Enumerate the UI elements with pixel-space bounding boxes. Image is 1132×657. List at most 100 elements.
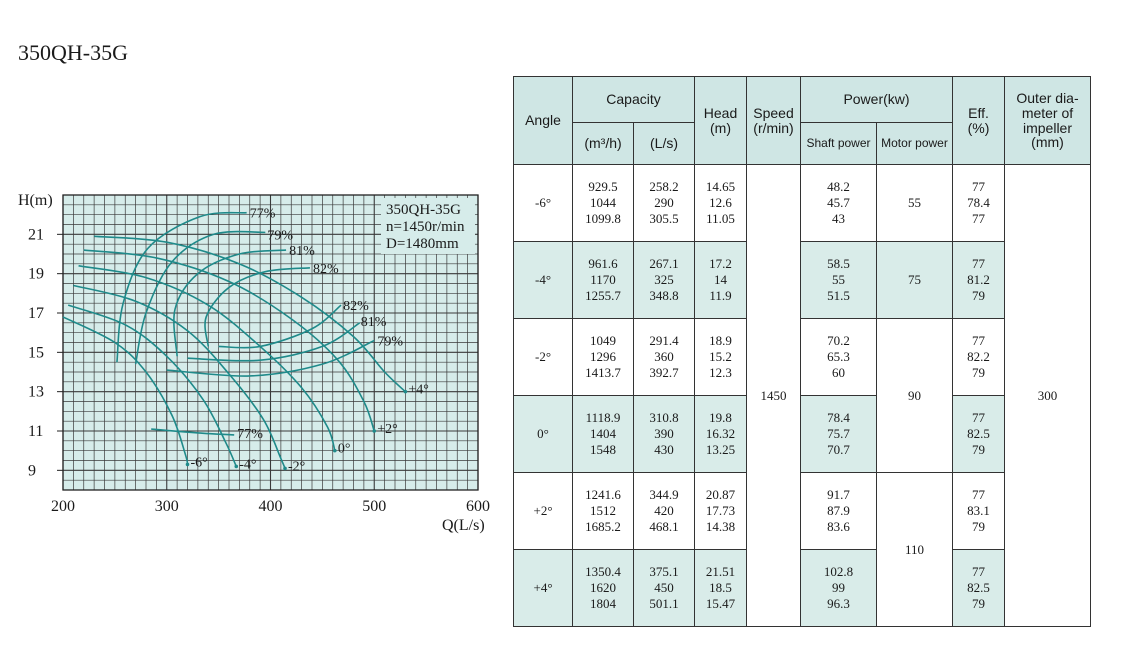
cap-m3h-line: 929.5 xyxy=(588,179,618,194)
cap-ls-line: 501.1 xyxy=(649,596,679,611)
head-curve-end xyxy=(234,464,239,469)
cell-head: 17.2 14 11.9 xyxy=(694,241,747,319)
cell-head: 21.51 18.5 15.47 xyxy=(694,549,747,627)
cap-m3h-line: 1548 xyxy=(590,442,616,457)
cap-m3h-line: 1620 xyxy=(590,580,616,595)
cell-motor-power: 110 xyxy=(876,472,953,627)
cell-angle: 0° xyxy=(513,395,573,473)
cap-ls-line: 325 xyxy=(654,272,674,287)
shaft-line: 45.7 xyxy=(827,195,850,210)
head-curve-label: 0° xyxy=(338,442,351,457)
y-tick-label: 13 xyxy=(28,384,44,401)
shaft-line: 75.7 xyxy=(827,426,850,441)
header-motor-power: Motor power xyxy=(876,122,953,165)
head-curve xyxy=(78,265,336,451)
head-curve-label: -6° xyxy=(191,455,208,470)
efficiency-curve xyxy=(218,304,342,349)
head-line: 16.32 xyxy=(705,426,736,441)
header-diameter: Outer dia-meter of impeller (mm) xyxy=(1004,76,1091,165)
head-line: 14.65 xyxy=(705,179,736,194)
cell-cap-ls: 310.8 390 430 xyxy=(633,395,695,473)
x-axis-label: Q(L/s) xyxy=(442,517,485,534)
header-angle: Angle xyxy=(513,76,573,165)
cell-motor-power: 75 xyxy=(876,241,953,319)
performance-chart: 200 300 400 500 600 9 11 13 15 17 19 21 H(m) Q(L/s) 35… xyxy=(18,192,490,534)
head-line: 14.38 xyxy=(705,519,736,534)
cell-shaft-power: 58.5 55 51.5 xyxy=(800,241,877,319)
eff-line: 77 xyxy=(972,256,985,271)
cap-ls-line: 258.2 xyxy=(649,179,679,194)
shaft-line: 60 xyxy=(832,365,845,380)
head-line: 18.9 xyxy=(709,333,732,348)
cell-cap-m3h: 961.6 1170 1255.7 xyxy=(572,241,634,319)
y-tick-label: 19 xyxy=(28,266,44,283)
head-line: 19.8 xyxy=(709,410,732,425)
cell-shaft-power: 78.4 75.7 70.7 xyxy=(800,395,877,473)
x-tick-label: 300 xyxy=(155,498,179,515)
cell-cap-m3h: 1118.9 1404 1548 xyxy=(572,395,634,473)
head-curve-label: +4° xyxy=(408,383,429,398)
efficiency-curve xyxy=(204,266,310,347)
eff-line: 77 xyxy=(972,333,985,348)
eff-line: 77 xyxy=(972,410,985,425)
eff-line: 82.2 xyxy=(967,349,990,364)
y-axis-label: H(m) xyxy=(18,192,53,209)
eff-line: 79 xyxy=(972,596,985,611)
cap-m3h-line: 1044 xyxy=(590,195,616,210)
header-eff: Eff. (%) xyxy=(952,76,1005,165)
shaft-line: 91.7 xyxy=(827,487,850,502)
header-cap-ls: (L/s) xyxy=(633,122,695,165)
cell-angle: +2° xyxy=(513,472,573,550)
table-row: +4° 1350.4 1620 1804 375.1 450 501.1 21.51 18.5 1… xyxy=(513,549,1091,627)
eff-line: 77 xyxy=(972,211,985,226)
head-line: 17.2 xyxy=(709,256,732,271)
head-line: 11.05 xyxy=(706,211,735,226)
y-tick-label: 9 xyxy=(28,462,36,479)
cap-ls-line: 290 xyxy=(654,195,674,210)
header-speed-unit: (r/min) xyxy=(753,119,794,136)
cap-m3h-line: 1049 xyxy=(590,333,616,348)
efficiency-label: 81% xyxy=(289,244,315,259)
y-tick-label: 15 xyxy=(28,344,44,361)
head-line: 12.6 xyxy=(709,195,732,210)
cell-eff: 77 82.5 79 xyxy=(952,549,1005,627)
eff-line: 79 xyxy=(972,365,985,380)
efficiency-curve xyxy=(151,428,235,436)
header-eff-label: Eff. xyxy=(968,104,989,121)
header-head-label: Head xyxy=(703,104,738,121)
cap-ls-line: 305.5 xyxy=(649,211,679,226)
cap-ls-line: 390 xyxy=(654,426,674,441)
cell-eff: 77 81.2 79 xyxy=(952,241,1005,319)
head-curve xyxy=(83,249,376,432)
cell-angle: -4° xyxy=(513,241,573,319)
table-row: +2° 1241.6 1512 1685.2 344.9 420 468.1 20.87 17.… xyxy=(513,472,1091,627)
cap-m3h-line: 1170 xyxy=(590,272,616,287)
y-tick-label: 17 xyxy=(28,305,44,322)
head-curve-end xyxy=(185,462,190,467)
cap-ls-line: 360 xyxy=(654,349,674,364)
eff-line: 77 xyxy=(972,487,985,502)
cap-m3h-line: 1512 xyxy=(590,503,616,518)
head-curve-label: -2° xyxy=(288,459,305,474)
cap-ls-line: 430 xyxy=(654,442,674,457)
head-line: 18.5 xyxy=(709,580,732,595)
spec-table: Angle Capacity Head (m) Speed (r/min) Powe… xyxy=(513,76,1091,627)
head-curve-end xyxy=(372,429,377,433)
cap-m3h-line: 1350.4 xyxy=(585,564,621,579)
eff-line: 77 xyxy=(972,179,985,194)
eff-line: 82.5 xyxy=(967,426,990,441)
cap-m3h-line: 1685.2 xyxy=(585,519,621,534)
cell-angle: -6° xyxy=(513,164,573,242)
head-curve-end xyxy=(283,466,287,471)
cap-m3h-line: 1255.7 xyxy=(585,288,621,303)
head-line: 20.87 xyxy=(705,487,736,502)
y-tick-label: 11 xyxy=(28,423,43,440)
cell-head: 14.65 12.6 11.05 xyxy=(694,164,747,242)
cell-cap-ls: 258.2 290 305.5 xyxy=(633,164,695,242)
head-line: 17.73 xyxy=(705,503,736,518)
cell-speed: 1450 xyxy=(746,164,801,627)
head-curve-label: +2° xyxy=(377,422,398,437)
head-curve xyxy=(62,316,189,465)
shaft-line: 102.8 xyxy=(823,564,854,579)
cell-cap-m3h: 1241.6 1512 1685.2 xyxy=(572,472,634,550)
